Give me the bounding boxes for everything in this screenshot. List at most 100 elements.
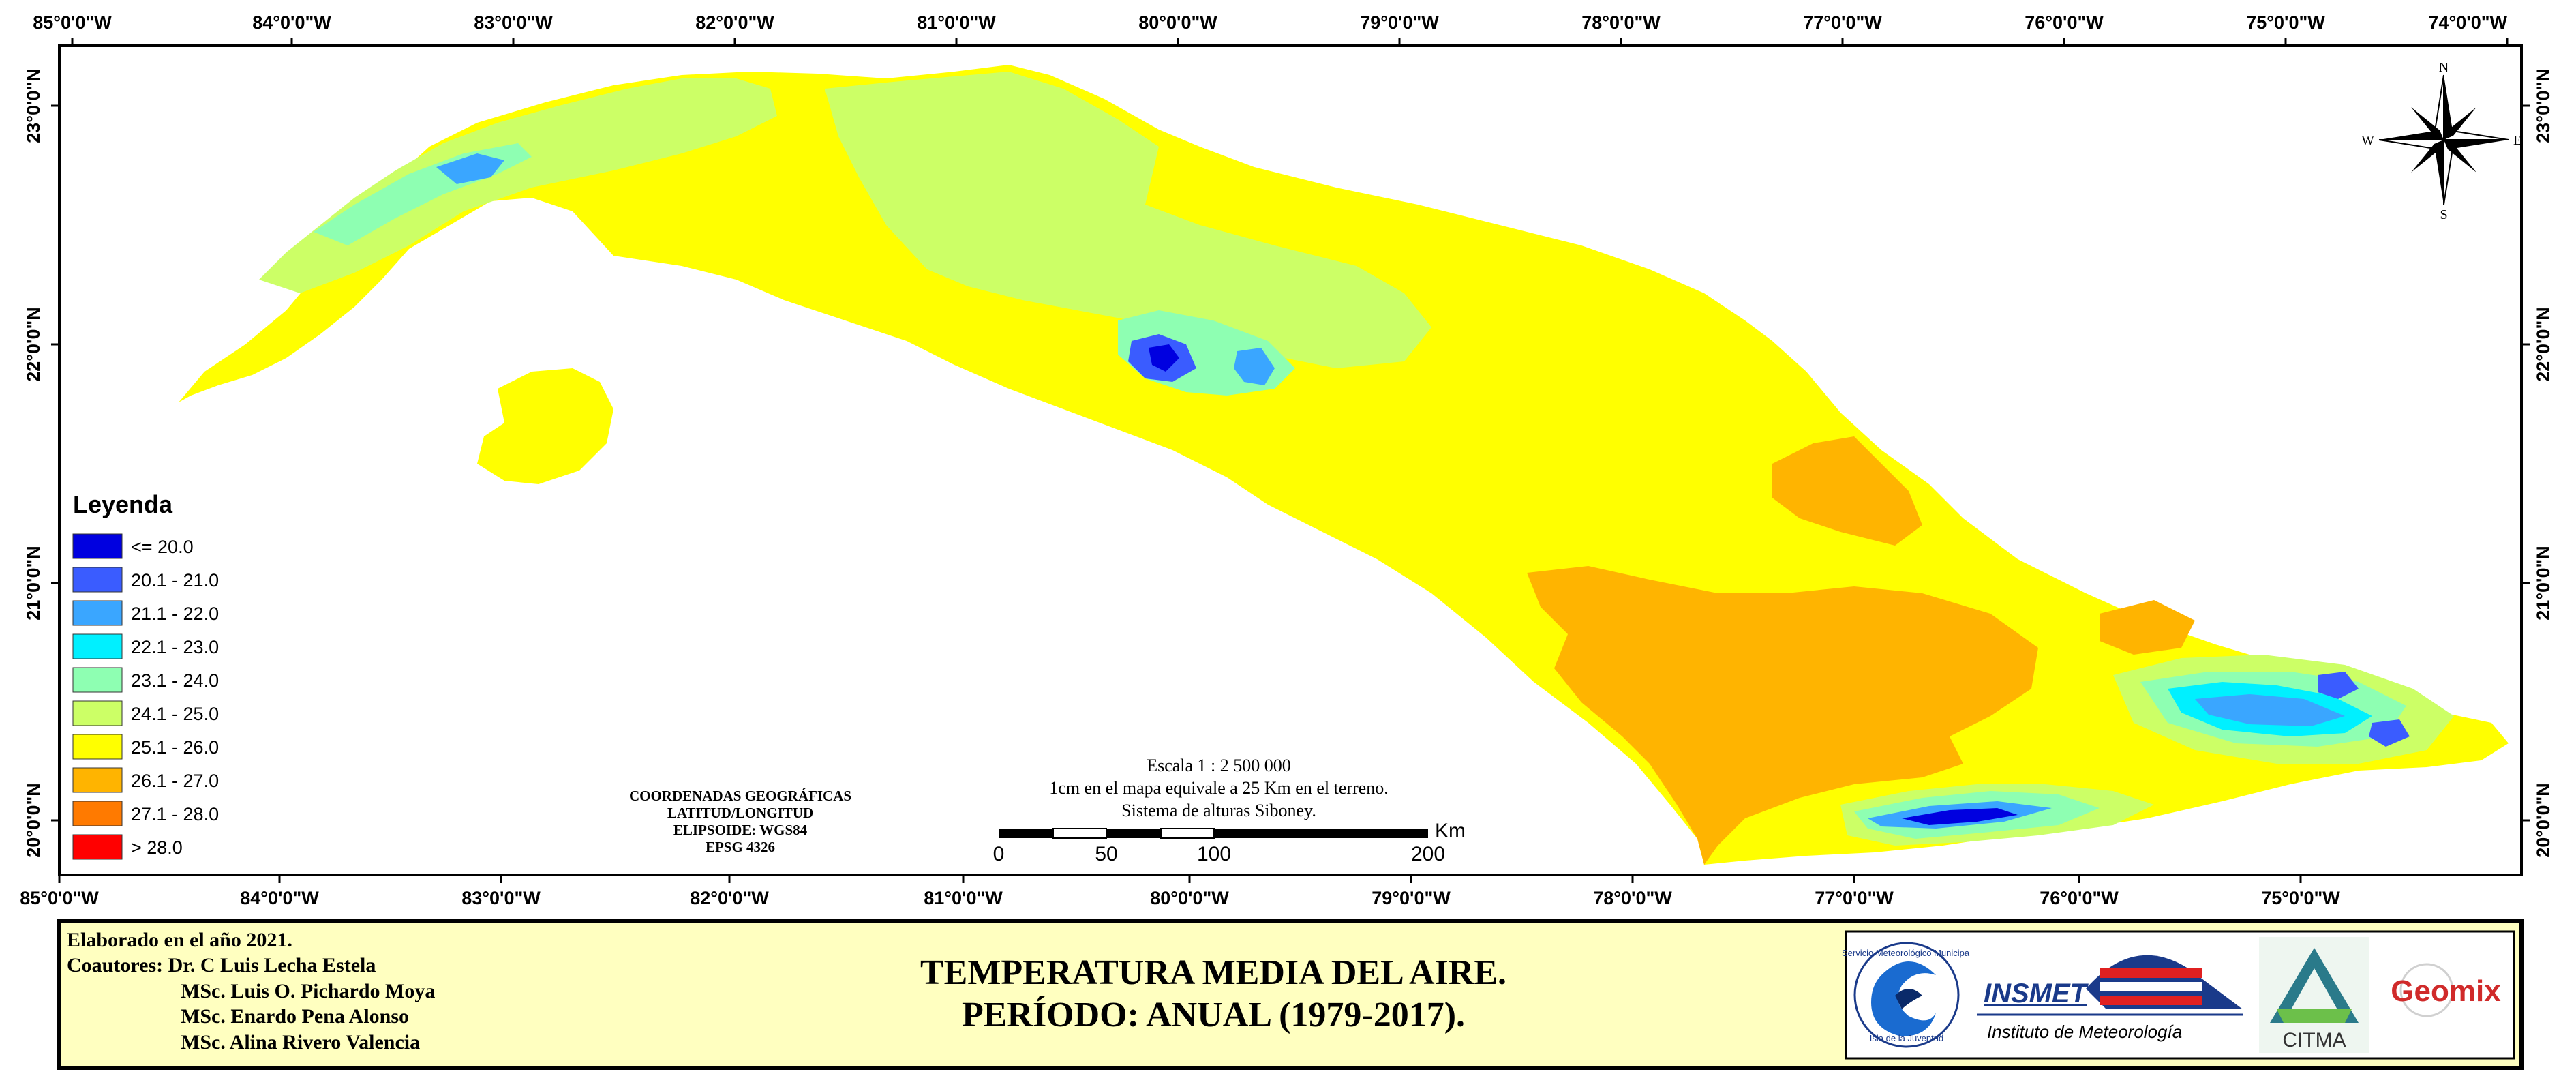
lon-label: 76°0'0"W [2025, 12, 2104, 33]
compass-e: E [2513, 133, 2521, 148]
compass-w: W [2361, 133, 2374, 148]
footer-credits: Elaborado en el año 2021. Coautores: Dr.… [67, 929, 435, 1054]
scale-ratio: Escala 1 : 2 500 000 [1147, 756, 1291, 775]
lon-label: 75°0'0"W [2261, 888, 2340, 908]
lon-label: 81°0'0"W [924, 888, 1003, 908]
zone-20-21 [2318, 672, 2359, 699]
lat-label: 23°0'0"N [23, 68, 44, 143]
lon-label: 77°0'0"W [1803, 12, 1882, 33]
legend-item: 27.1 - 28.0 [72, 801, 219, 826]
lat-label: 23°0'0"N [2533, 68, 2554, 143]
legend-label: 24.1 - 25.0 [131, 704, 219, 724]
lat-label: 20°0'0"N [23, 783, 44, 858]
compass-n: N [2439, 60, 2449, 75]
lon-label: 79°0'0"W [1372, 888, 1451, 908]
zone-24-25 [825, 72, 1431, 368]
legend-item: 23.1 - 24.0 [72, 667, 219, 693]
zone-21-22 [2195, 694, 2345, 726]
legend-item: 20.1 - 21.0 [72, 567, 219, 593]
map-title-line2: PERÍODO: ANUAL (1979-2017). [962, 995, 1465, 1034]
geomix-name: Geomix [2391, 974, 2501, 1008]
lon-label: 83°0'0"W [461, 888, 541, 908]
legend-label: 20.1 - 21.0 [131, 570, 219, 591]
isla-juventud [477, 368, 613, 484]
cuba-island [179, 65, 2509, 865]
legend-label: > 28.0 [131, 837, 183, 858]
zone-20-21 [2369, 719, 2410, 747]
footer-title: TEMPERATURA MEDIA DEL AIRE. PERÍODO: ANU… [920, 953, 1506, 1034]
scale-height-system: Sistema de alturas Siboney. [1121, 801, 1316, 820]
lon-label: 78°0'0"W [1581, 12, 1661, 33]
scale-equivalence: 1cm en el mapa equivale a 25 Km en el te… [1049, 778, 1388, 798]
compass-rose-icon: N S E W [2361, 60, 2521, 222]
legend-swatch [72, 801, 123, 826]
legend-item: 25.1 - 26.0 [72, 734, 219, 760]
map-title-line1: TEMPERATURA MEDIA DEL AIRE. [920, 953, 1506, 992]
legend-swatch [72, 533, 123, 559]
legend-item: 22.1 - 23.0 [72, 633, 219, 659]
top-ticks [71, 38, 2509, 46]
legend-label: 25.1 - 26.0 [131, 737, 219, 758]
scale-tick: 200 [1411, 843, 1445, 865]
legend-item: > 28.0 [72, 834, 183, 860]
zone-26-27 [2100, 600, 2195, 655]
zone-26-27 [1527, 566, 2038, 865]
legend-swatch [72, 567, 123, 593]
zone-le20 [1902, 808, 2018, 825]
lon-label: 85°0'0"W [33, 12, 112, 33]
legend-label: 22.1 - 23.0 [131, 637, 219, 657]
lon-label: 83°0'0"W [474, 12, 553, 33]
top-lon-labels: 85°0'0"W 84°0'0"W 83°0'0"W 82°0'0"W 81°0… [33, 12, 2507, 33]
smj-ring-text: Servicio Meteorológico Municipal [1842, 948, 1971, 958]
lon-label: 82°0'0"W [695, 12, 774, 33]
lon-label: 82°0'0"W [690, 888, 769, 908]
legend-label: 27.1 - 28.0 [131, 804, 219, 824]
zone-21-22 [436, 153, 504, 184]
smj-bottom-text: Isla de la Juventud [1870, 1033, 1943, 1043]
legend-item: 26.1 - 27.0 [72, 767, 219, 793]
credits-coauthor: Coautores: Dr. C Luis Lecha Estela [67, 954, 376, 976]
legend-swatch [72, 600, 123, 626]
lat-ticks [51, 104, 2530, 822]
lon-label: 84°0'0"W [252, 12, 331, 33]
lat-label: 21°0'0"N [2533, 546, 2554, 621]
legend: Leyenda <= 20.0 20.1 - 21.0 21.1 - 22.0 … [72, 490, 219, 860]
legend-swatch [72, 767, 123, 793]
coords-line: EPSG 4326 [706, 839, 775, 855]
insmet-subtitle: Instituto de Meteorología [1987, 1021, 2182, 1042]
lon-label: 81°0'0"W [917, 12, 996, 33]
legend-label: 23.1 - 24.0 [131, 670, 219, 691]
credits-coauthor: MSc. Enardo Pena Alonso [181, 1005, 409, 1028]
legend-label: 26.1 - 27.0 [131, 771, 219, 791]
bottom-ticks [58, 875, 2302, 883]
zone-24-25 [259, 78, 777, 293]
lat-label: 22°0'0"N [2533, 307, 2554, 382]
zone-le20 [1149, 344, 1179, 372]
right-lat-labels: 23°0'0"N 22°0'0"N 21°0'0"N 20°0'0"N [2533, 68, 2554, 858]
legend-swatch [72, 667, 123, 693]
scale-unit: Km [1435, 820, 1466, 842]
legend-item: <= 20.0 [72, 533, 194, 559]
lon-label: 78°0'0"W [1593, 888, 1672, 908]
coords-line: ELIPSOIDE: WGS84 [673, 822, 808, 838]
scale-bar: Escala 1 : 2 500 000 1cm en el mapa equi… [993, 756, 1466, 865]
lon-label: 79°0'0"W [1360, 12, 1439, 33]
scale-tick: 50 [1095, 843, 1117, 865]
lon-label: 80°0'0"W [1150, 888, 1229, 908]
lon-label: 77°0'0"W [1815, 888, 1894, 908]
lat-label: 22°0'0"N [23, 307, 44, 382]
scale-tick: 100 [1197, 843, 1231, 865]
smj-logo: Servicio Meteorológico Municipal Isla de… [1842, 942, 1971, 1048]
legend-swatch [72, 633, 123, 659]
legend-item: 21.1 - 22.0 [72, 600, 219, 626]
lon-label: 75°0'0"W [2246, 12, 2325, 33]
legend-label: 21.1 - 22.0 [131, 603, 219, 624]
legend-swatch [72, 700, 123, 726]
bottom-lon-labels: 85°0'0"W 84°0'0"W 83°0'0"W 82°0'0"W 81°0… [20, 888, 2340, 908]
legend-label: <= 20.0 [131, 537, 194, 557]
legend-title: Leyenda [73, 490, 173, 518]
coords-note: COORDENADAS GEOGRÁFICAS LATITUD/LONGITUD… [629, 788, 851, 855]
citma-logo: CITMA [2259, 937, 2369, 1053]
lon-label: 85°0'0"W [20, 888, 99, 908]
